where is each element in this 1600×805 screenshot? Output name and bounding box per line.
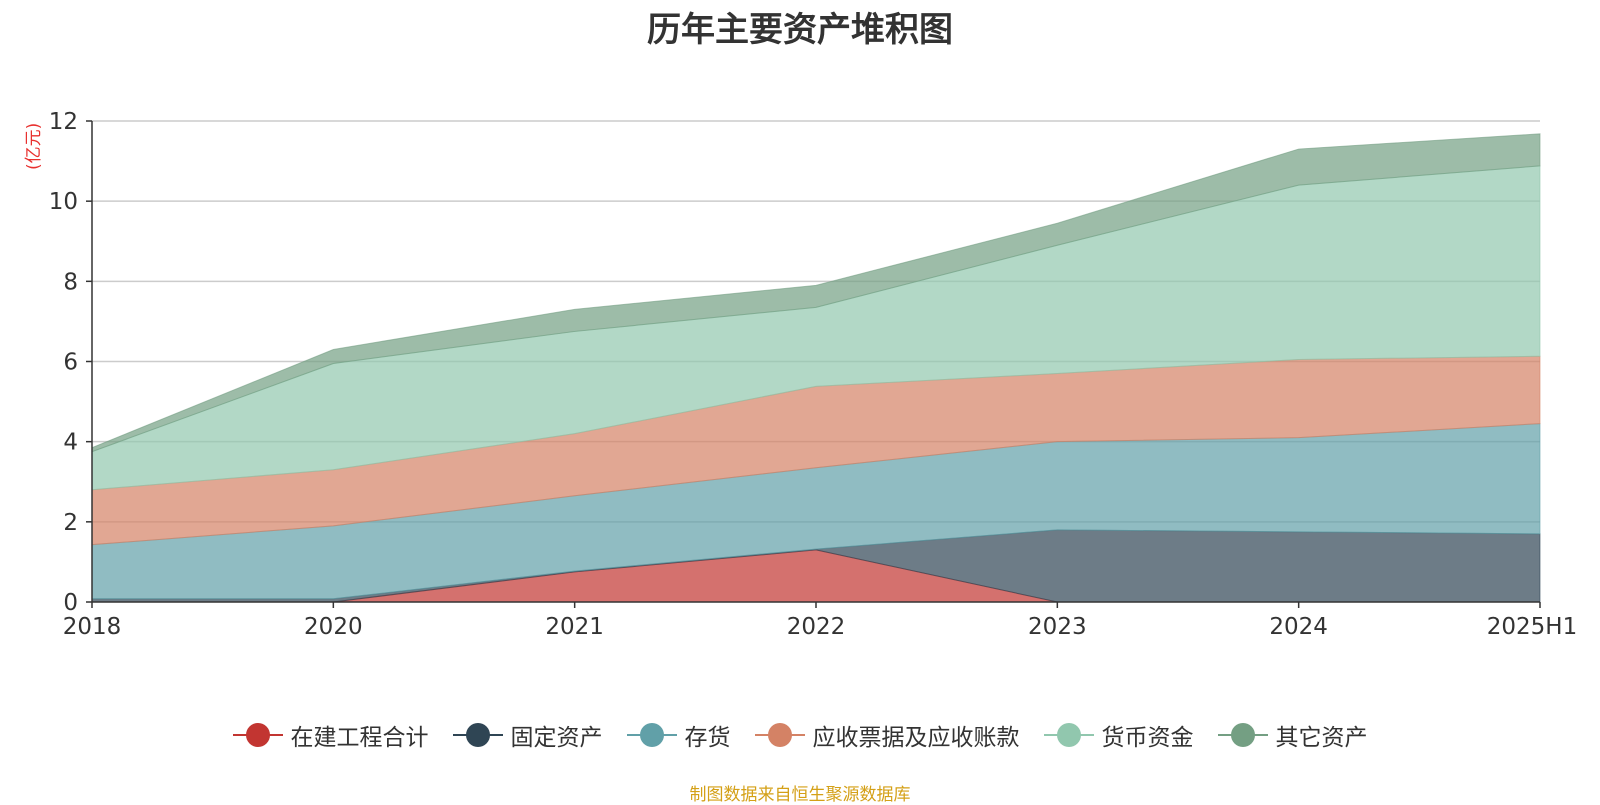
- x-tick-label: 2020: [304, 614, 363, 640]
- legend-label: 在建工程合计: [290, 725, 429, 751]
- legend-swatch: [754, 722, 805, 748]
- legend-label: 固定资产: [510, 725, 603, 751]
- legend: 在建工程合计 固定资产 存货 应收票据及应收账款 货币资金 其它资产: [0, 718, 1600, 752]
- legend-item[interactable]: 固定资产: [452, 718, 603, 752]
- y-tick-label: 6: [63, 350, 78, 376]
- legend-label: 存货: [684, 725, 731, 751]
- data-source-note: 制图数据来自恒生聚源数据库: [689, 785, 911, 805]
- area-series: [91, 133, 1541, 603]
- x-tick-label: 2018: [63, 614, 122, 640]
- legend-swatch: [626, 722, 677, 748]
- y-tick-label: 12: [49, 109, 78, 135]
- legend-swatch: [232, 722, 283, 748]
- x-tick-label: 2021: [545, 614, 604, 640]
- legend-item[interactable]: 货币资金: [1043, 718, 1194, 752]
- y-tick-label: 10: [49, 189, 78, 215]
- legend-swatch: [1217, 722, 1268, 748]
- chart-plot: 0 2 4 6 8 10 12 2018 2020 2021 2022 2023 2024 2025H1: [49, 109, 1578, 640]
- y-tick-label: 8: [63, 269, 78, 295]
- legend-item[interactable]: 存货: [626, 718, 731, 752]
- legend-label: 货币资金: [1101, 725, 1194, 751]
- legend-item[interactable]: 在建工程合计: [232, 718, 429, 752]
- legend-item[interactable]: 其它资产: [1217, 718, 1368, 752]
- x-tick-label: 2023: [1028, 614, 1087, 640]
- area-series-5: [91, 133, 1541, 453]
- legend-swatch: [1043, 722, 1094, 748]
- legend-swatch: [452, 722, 503, 748]
- legend-label: 其它资产: [1275, 725, 1368, 751]
- axes: 0 2 4 6 8 10 12 2018 2020 2021 2022 2023 2024 2025H1: [49, 109, 1578, 640]
- x-tick-label: 2024: [1269, 614, 1328, 640]
- y-tick-label: 2: [63, 510, 78, 536]
- x-tick-label: 2025H1: [1487, 614, 1577, 640]
- legend-item[interactable]: 应收票据及应收账款: [754, 718, 1020, 752]
- y-tick-label: 4: [63, 430, 78, 456]
- y-tick-label: 0: [63, 590, 78, 616]
- legend-label: 应收票据及应收账款: [812, 725, 1020, 751]
- chart-title: 历年主要资产堆积图: [647, 10, 953, 50]
- x-tick-label: 2022: [787, 614, 846, 640]
